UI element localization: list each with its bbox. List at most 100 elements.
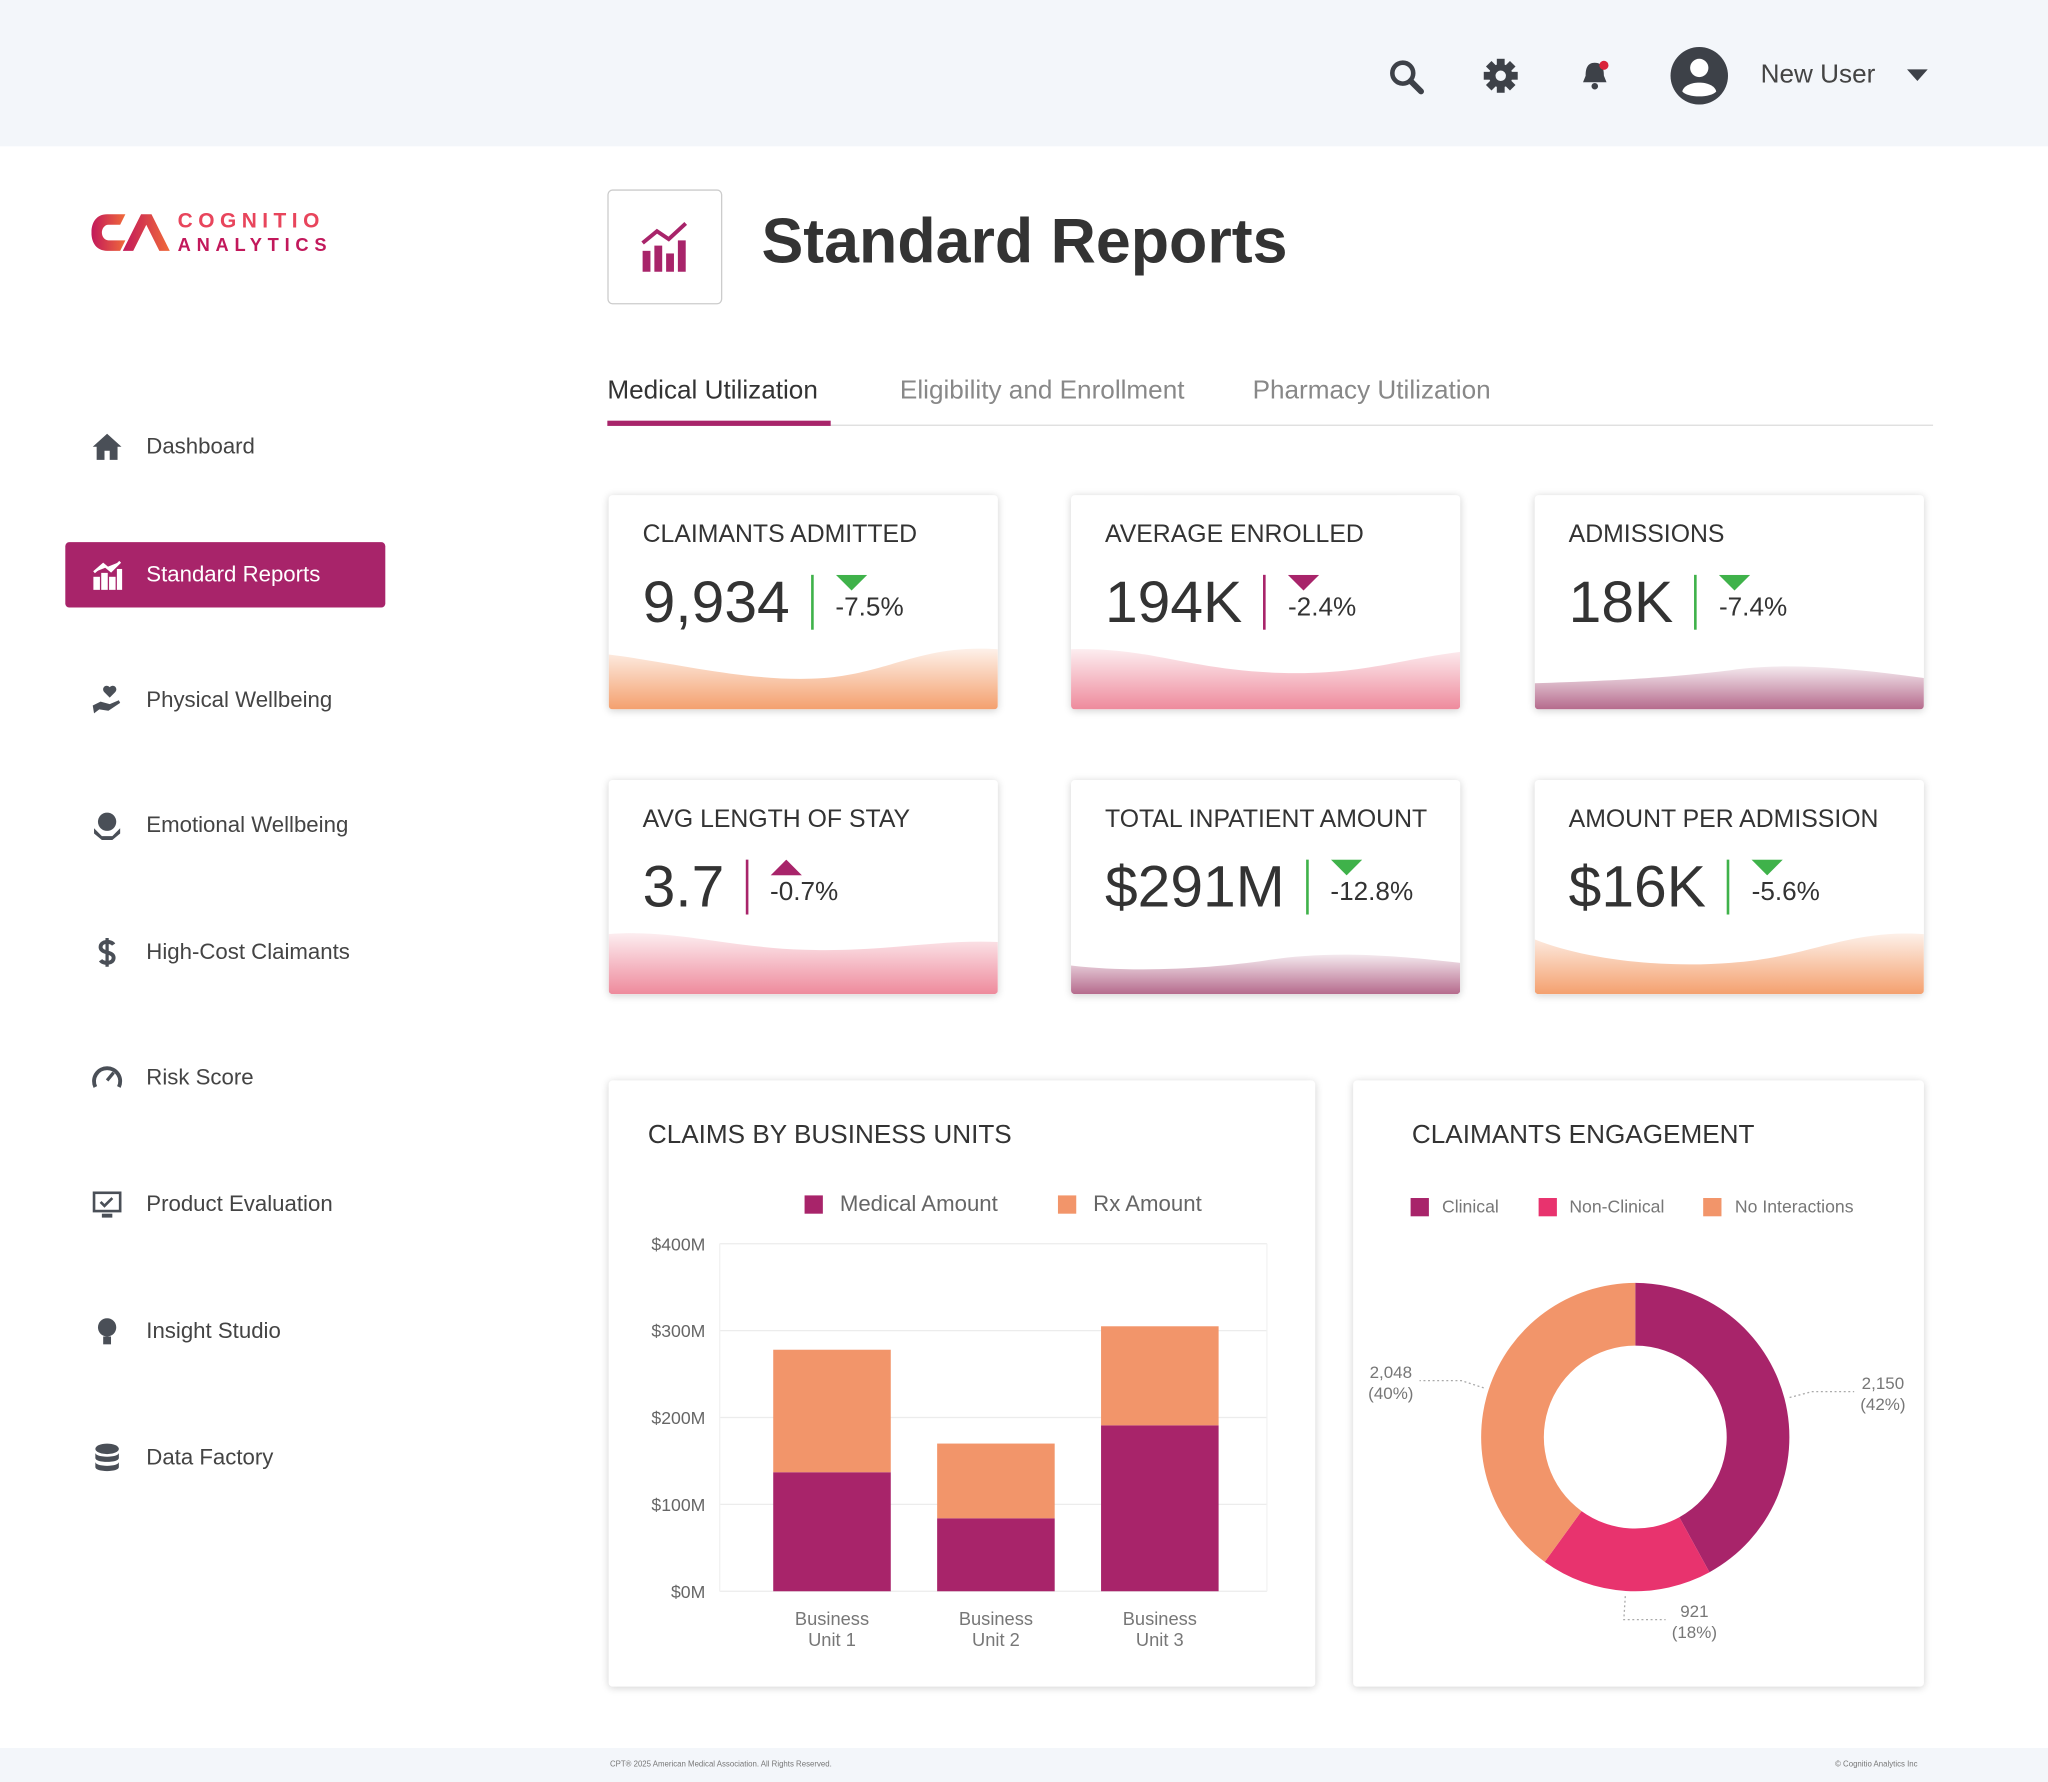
nav-label[interactable]: Emotional Wellbeing: [146, 812, 349, 838]
legend-item: No Interactions: [1703, 1196, 1854, 1217]
kpi-divider: [1726, 859, 1730, 915]
kpi-card: AVERAGE ENROLLED 194K -2.4%: [1071, 495, 1461, 710]
legend-swatch: [1410, 1197, 1429, 1216]
kpi-card: ADMISSIONS 18K -7.4%: [1534, 495, 1924, 710]
kpi-change: -5.6%: [1751, 858, 1820, 907]
kpi-change: -12.8%: [1330, 858, 1413, 907]
tab[interactable]: Medical Utilization: [607, 376, 818, 405]
kpi-divider: [1263, 574, 1266, 630]
wave: [608, 933, 998, 995]
wave: [1071, 954, 1461, 995]
logo-text: COGNITIO: [177, 210, 325, 233]
legend: Medical Amount Rx Amount: [804, 1191, 1202, 1217]
kpi-row: $291M -12.8%: [1105, 853, 1413, 921]
kpi-card: AVG LENGTH OF STAY 3.7 -0.7%: [608, 779, 998, 995]
legend-item: Medical Amount: [804, 1191, 998, 1217]
trend-arrow: [1718, 574, 1751, 590]
logo-mark: [91, 214, 170, 251]
trend-arrow: [1287, 574, 1320, 590]
nav-label[interactable]: Dashboard: [146, 433, 255, 459]
kpi-row: 9,934 -7.5%: [643, 568, 904, 636]
nav-label[interactable]: Product Evaluation: [146, 1191, 333, 1217]
wave: [1534, 666, 1924, 710]
search-icon[interactable]: [1387, 57, 1426, 96]
kpi-row: $16K -5.6%: [1569, 853, 1820, 921]
kpi-row: 3.7 -0.7%: [643, 853, 839, 921]
arrow: [1718, 574, 1751, 590]
legend-label: Medical Amount: [839, 1191, 998, 1217]
kpi-card: CLAIMANTS ADMITTED 9,934 -7.5%: [608, 495, 998, 710]
legend-label: Rx Amount: [1093, 1191, 1202, 1217]
tab[interactable]: Eligibility and Enrollment: [899, 376, 1185, 405]
kpi-wave: [608, 648, 998, 710]
tab[interactable]: Pharmacy Utilization: [1252, 376, 1491, 405]
nav-item[interactable]: Data Factory: [65, 1425, 385, 1490]
nav-label[interactable]: Standard Reports: [146, 561, 321, 587]
nav-item[interactable]: Physical Wellbeing: [65, 668, 385, 733]
kpi-wave: [1534, 666, 1924, 710]
kpi-divider: [810, 574, 814, 630]
nav-item[interactable]: Insight Studio: [65, 1299, 385, 1364]
trend-arrow: [1330, 858, 1362, 875]
kpi-change: -7.4%: [1718, 574, 1787, 622]
nav-item[interactable]: Dashboard: [65, 414, 385, 479]
x-tick-label: Business Unit 2: [958, 1608, 1034, 1651]
arrow: [1330, 858, 1362, 875]
wave: [608, 648, 998, 710]
kpi-title: AVERAGE ENROLLED: [1104, 521, 1364, 549]
donut-chart-card: CLAIMANTS ENGAGEMENT: [1353, 1080, 1924, 1687]
kpi-wave: [608, 933, 998, 995]
kpi-value: 3.7: [642, 853, 725, 920]
notifications-icon[interactable]: [1578, 57, 1615, 94]
kpi-value: 194K: [1104, 568, 1243, 635]
kpi-card: TOTAL INPATIENT AMOUNT $291M -12.8%: [1071, 779, 1461, 995]
user-menu-caret[interactable]: [1906, 69, 1928, 82]
nav-label[interactable]: Risk Score: [146, 1064, 254, 1090]
top-bar: New User: [0, 0, 2048, 147]
kpi-change: -0.7%: [770, 858, 838, 907]
wave: [1534, 933, 1924, 995]
x-tick-label: Business Unit 3: [1122, 1608, 1197, 1651]
kpi-wave: [1071, 649, 1461, 710]
settings-icon[interactable]: [1482, 57, 1519, 94]
nav-item[interactable]: Risk Score: [65, 1045, 385, 1110]
avatar[interactable]: [1670, 47, 1728, 105]
nav-label[interactable]: Data Factory: [146, 1444, 274, 1470]
kpi-row: 194K -2.4%: [1105, 568, 1356, 636]
chart-title: CLAIMANTS ENGAGEMENT: [1411, 1120, 1755, 1150]
arrow: [1287, 574, 1320, 590]
legend-label: No Interactions: [1734, 1196, 1854, 1217]
kpi-wave: [1534, 933, 1924, 995]
legend-swatch: [804, 1195, 823, 1214]
kpi-title: CLAIMANTS ADMITTED: [642, 521, 917, 549]
kpi-value: $291M: [1104, 853, 1285, 920]
footer-left: CPT® 2025 American Medical Association. …: [609, 1761, 832, 1769]
nav-label[interactable]: High-Cost Claimants: [146, 939, 350, 965]
nav-label[interactable]: Physical Wellbeing: [146, 687, 333, 713]
bar-chart-card: CLAIMS BY BUSINESS UNITS: [608, 1080, 1316, 1687]
kpi-card: AMOUNT PER ADMISSION $16K -5.6%: [1534, 779, 1924, 995]
kpi-change: -2.4%: [1287, 574, 1356, 622]
legend-label: Clinical: [1441, 1196, 1499, 1217]
kpi-value: $16K: [1568, 853, 1706, 920]
logo-subtext: ANALYTICS: [177, 233, 333, 255]
legend: Clinical Non-Clinical No Interactions: [1410, 1196, 1854, 1217]
nav-label[interactable]: Insight Studio: [146, 1318, 281, 1344]
legend-swatch: [1057, 1195, 1077, 1214]
nav-item[interactable]: Emotional Wellbeing: [65, 793, 385, 858]
tab-rule: [607, 424, 1934, 426]
kpi-value: 9,934: [642, 568, 790, 635]
kpi-wave: [1071, 954, 1461, 995]
legend-swatch: [1703, 1197, 1722, 1216]
trend-arrow: [1751, 858, 1783, 875]
legend-item: Rx Amount: [1057, 1191, 1202, 1217]
user-name[interactable]: New User: [1760, 60, 1876, 89]
arrow: [835, 574, 867, 590]
nav-item[interactable]: Standard Reports: [65, 542, 386, 608]
nav-item[interactable]: Product Evaluation: [65, 1172, 385, 1237]
legend-item: Non-Clinical: [1537, 1197, 1664, 1216]
nav-item[interactable]: High-Cost Claimants: [65, 920, 385, 985]
arrow: [770, 858, 802, 875]
